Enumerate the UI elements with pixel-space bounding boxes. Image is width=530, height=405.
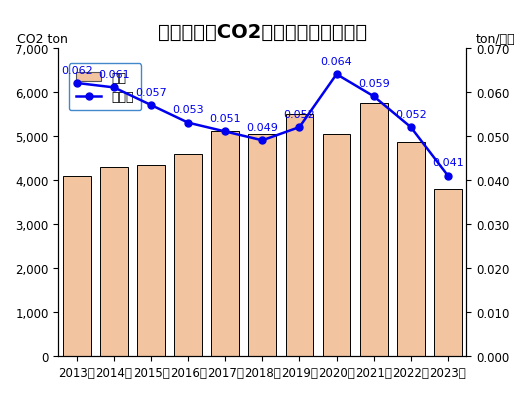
Text: 0.049: 0.049 [246,123,278,132]
Bar [100,167,128,356]
Text: 0.041: 0.041 [432,158,464,168]
Bar [286,115,313,356]
Title: 岐阜工場のCO2排出量と原単位推移: 岐阜工場のCO2排出量と原単位推移 [158,23,367,41]
Bar [249,134,276,356]
Text: ton/千本: ton/千本 [476,32,515,45]
Text: 0.057: 0.057 [135,87,167,98]
Text: CO2 ton: CO2 ton [17,32,68,45]
Bar [397,143,425,356]
Text: 0.053: 0.053 [172,105,204,115]
Bar [323,134,350,356]
Bar [137,165,165,356]
Bar [434,189,462,356]
Text: 0.062: 0.062 [61,66,93,75]
Bar [360,104,387,356]
Text: 0.059: 0.059 [358,79,390,89]
Text: 0.051: 0.051 [209,114,241,124]
Text: 0.052: 0.052 [284,109,315,119]
Bar [211,132,239,356]
Bar [174,154,202,356]
Bar [63,176,91,356]
Text: 0.061: 0.061 [98,70,130,80]
Legend: 総量, 原単位: 総量, 原単位 [68,64,141,111]
Text: 0.064: 0.064 [321,57,352,67]
Text: 0.052: 0.052 [395,109,427,119]
